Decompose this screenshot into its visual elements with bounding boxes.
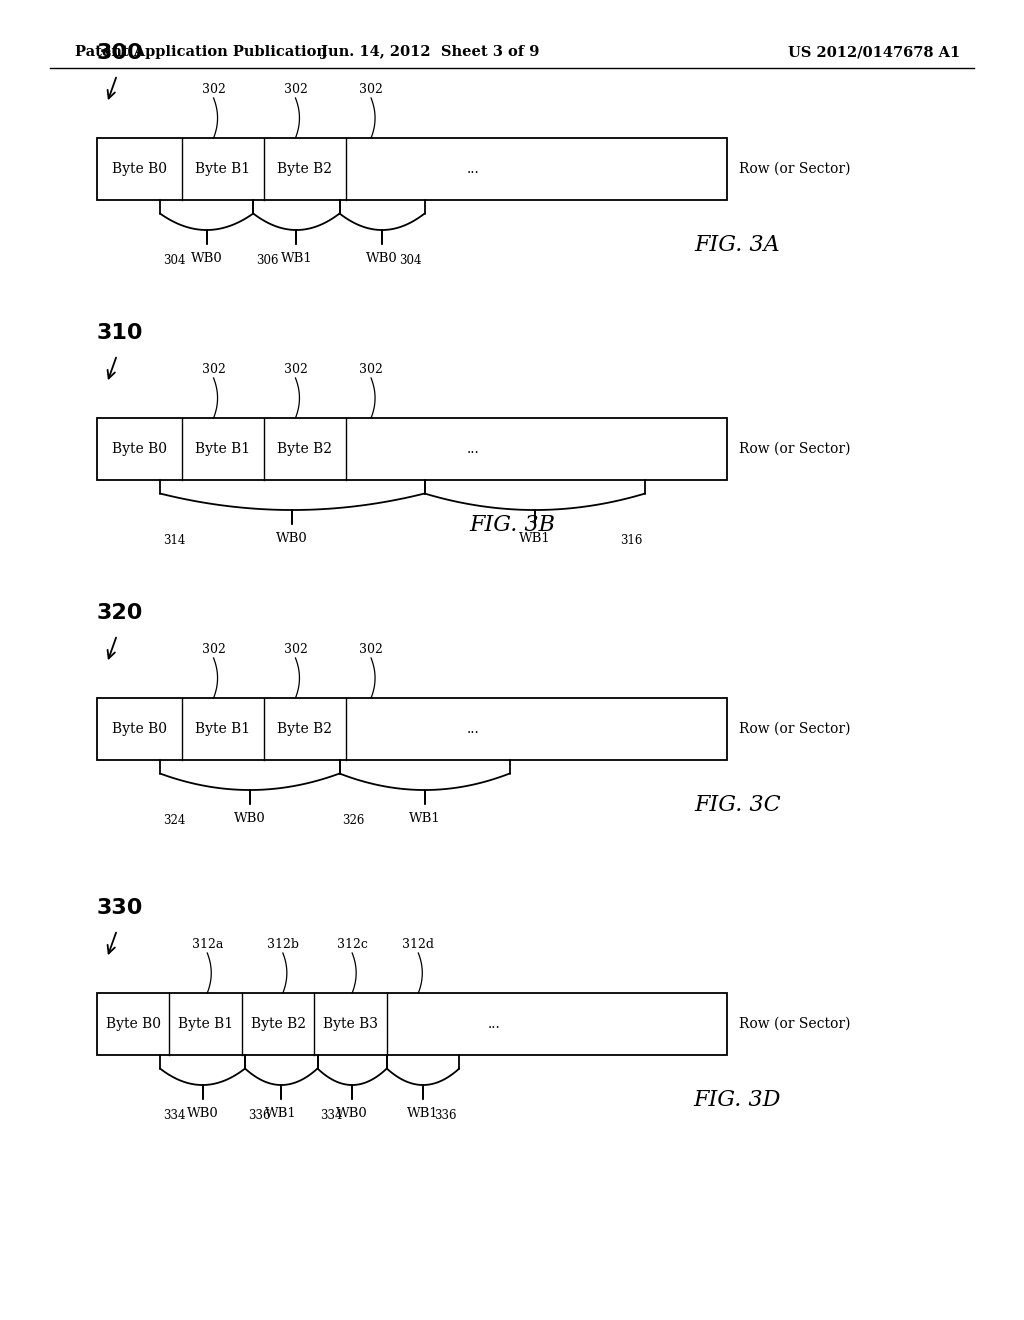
Text: 302: 302 bbox=[202, 83, 225, 96]
Text: WB0: WB0 bbox=[367, 252, 398, 265]
Text: WB1: WB1 bbox=[281, 252, 312, 265]
Text: Byte B0: Byte B0 bbox=[112, 162, 167, 176]
Text: WB0: WB0 bbox=[233, 812, 265, 825]
Text: 312d: 312d bbox=[402, 939, 434, 950]
Text: 302: 302 bbox=[202, 363, 225, 376]
Text: Byte B1: Byte B1 bbox=[196, 162, 251, 176]
Text: 324: 324 bbox=[163, 814, 185, 828]
Text: Byte B2: Byte B2 bbox=[278, 722, 333, 737]
Text: Byte B1: Byte B1 bbox=[196, 722, 251, 737]
Text: WB1: WB1 bbox=[408, 1107, 439, 1119]
Text: 304: 304 bbox=[399, 253, 422, 267]
Text: Byte B3: Byte B3 bbox=[324, 1016, 378, 1031]
Text: WB1: WB1 bbox=[265, 1107, 297, 1119]
Text: 316: 316 bbox=[620, 535, 642, 546]
Text: 302: 302 bbox=[284, 643, 307, 656]
Text: Byte B0: Byte B0 bbox=[105, 1016, 161, 1031]
Text: Byte B2: Byte B2 bbox=[278, 162, 333, 176]
Text: 302: 302 bbox=[202, 643, 225, 656]
Text: 310: 310 bbox=[97, 323, 143, 343]
Text: Byte B2: Byte B2 bbox=[278, 442, 333, 455]
Text: Byte B1: Byte B1 bbox=[178, 1016, 233, 1031]
Text: WB0: WB0 bbox=[186, 1107, 218, 1119]
Text: Row (or Sector): Row (or Sector) bbox=[739, 1016, 851, 1031]
Text: 334: 334 bbox=[321, 1109, 343, 1122]
Text: 330: 330 bbox=[97, 898, 143, 917]
Text: 320: 320 bbox=[97, 603, 143, 623]
Text: WB0: WB0 bbox=[190, 252, 222, 265]
Text: 336: 336 bbox=[248, 1109, 270, 1122]
Text: WB1: WB1 bbox=[519, 532, 551, 545]
Text: Byte B0: Byte B0 bbox=[112, 442, 167, 455]
Text: 312b: 312b bbox=[267, 939, 299, 950]
Text: Byte B0: Byte B0 bbox=[112, 722, 167, 737]
Text: WB0: WB0 bbox=[276, 532, 308, 545]
Text: Row (or Sector): Row (or Sector) bbox=[739, 722, 851, 737]
Text: 326: 326 bbox=[343, 814, 365, 828]
Text: FIG. 3B: FIG. 3B bbox=[469, 513, 555, 536]
Text: 336: 336 bbox=[434, 1109, 457, 1122]
Text: 304: 304 bbox=[163, 253, 185, 267]
Text: FIG. 3D: FIG. 3D bbox=[693, 1089, 781, 1111]
Text: ...: ... bbox=[467, 442, 480, 455]
Text: ...: ... bbox=[467, 162, 480, 176]
Text: Byte B2: Byte B2 bbox=[251, 1016, 305, 1031]
Text: WB1: WB1 bbox=[409, 812, 440, 825]
Text: FIG. 3A: FIG. 3A bbox=[694, 234, 780, 256]
Text: 312a: 312a bbox=[191, 939, 223, 950]
Text: ...: ... bbox=[467, 722, 480, 737]
Text: US 2012/0147678 A1: US 2012/0147678 A1 bbox=[787, 45, 961, 59]
Text: Byte B1: Byte B1 bbox=[196, 442, 251, 455]
Text: WB0: WB0 bbox=[336, 1107, 368, 1119]
Text: 312c: 312c bbox=[337, 939, 368, 950]
Text: Patent Application Publication: Patent Application Publication bbox=[75, 45, 327, 59]
Bar bbox=[97, 993, 727, 1055]
Text: 302: 302 bbox=[359, 363, 383, 376]
Text: 302: 302 bbox=[359, 83, 383, 96]
Text: 300: 300 bbox=[97, 44, 143, 63]
Text: 302: 302 bbox=[359, 643, 383, 656]
Text: ...: ... bbox=[487, 1016, 501, 1031]
Text: 302: 302 bbox=[284, 83, 307, 96]
Bar bbox=[97, 418, 727, 480]
Text: 334: 334 bbox=[163, 1109, 185, 1122]
Text: Row (or Sector): Row (or Sector) bbox=[739, 442, 851, 455]
Text: 302: 302 bbox=[284, 363, 307, 376]
Bar bbox=[97, 139, 727, 201]
Text: 306: 306 bbox=[256, 253, 279, 267]
Bar bbox=[97, 698, 727, 760]
Text: Row (or Sector): Row (or Sector) bbox=[739, 162, 851, 176]
Text: Jun. 14, 2012  Sheet 3 of 9: Jun. 14, 2012 Sheet 3 of 9 bbox=[321, 45, 540, 59]
Text: 314: 314 bbox=[163, 535, 185, 546]
Text: FIG. 3C: FIG. 3C bbox=[694, 795, 780, 816]
